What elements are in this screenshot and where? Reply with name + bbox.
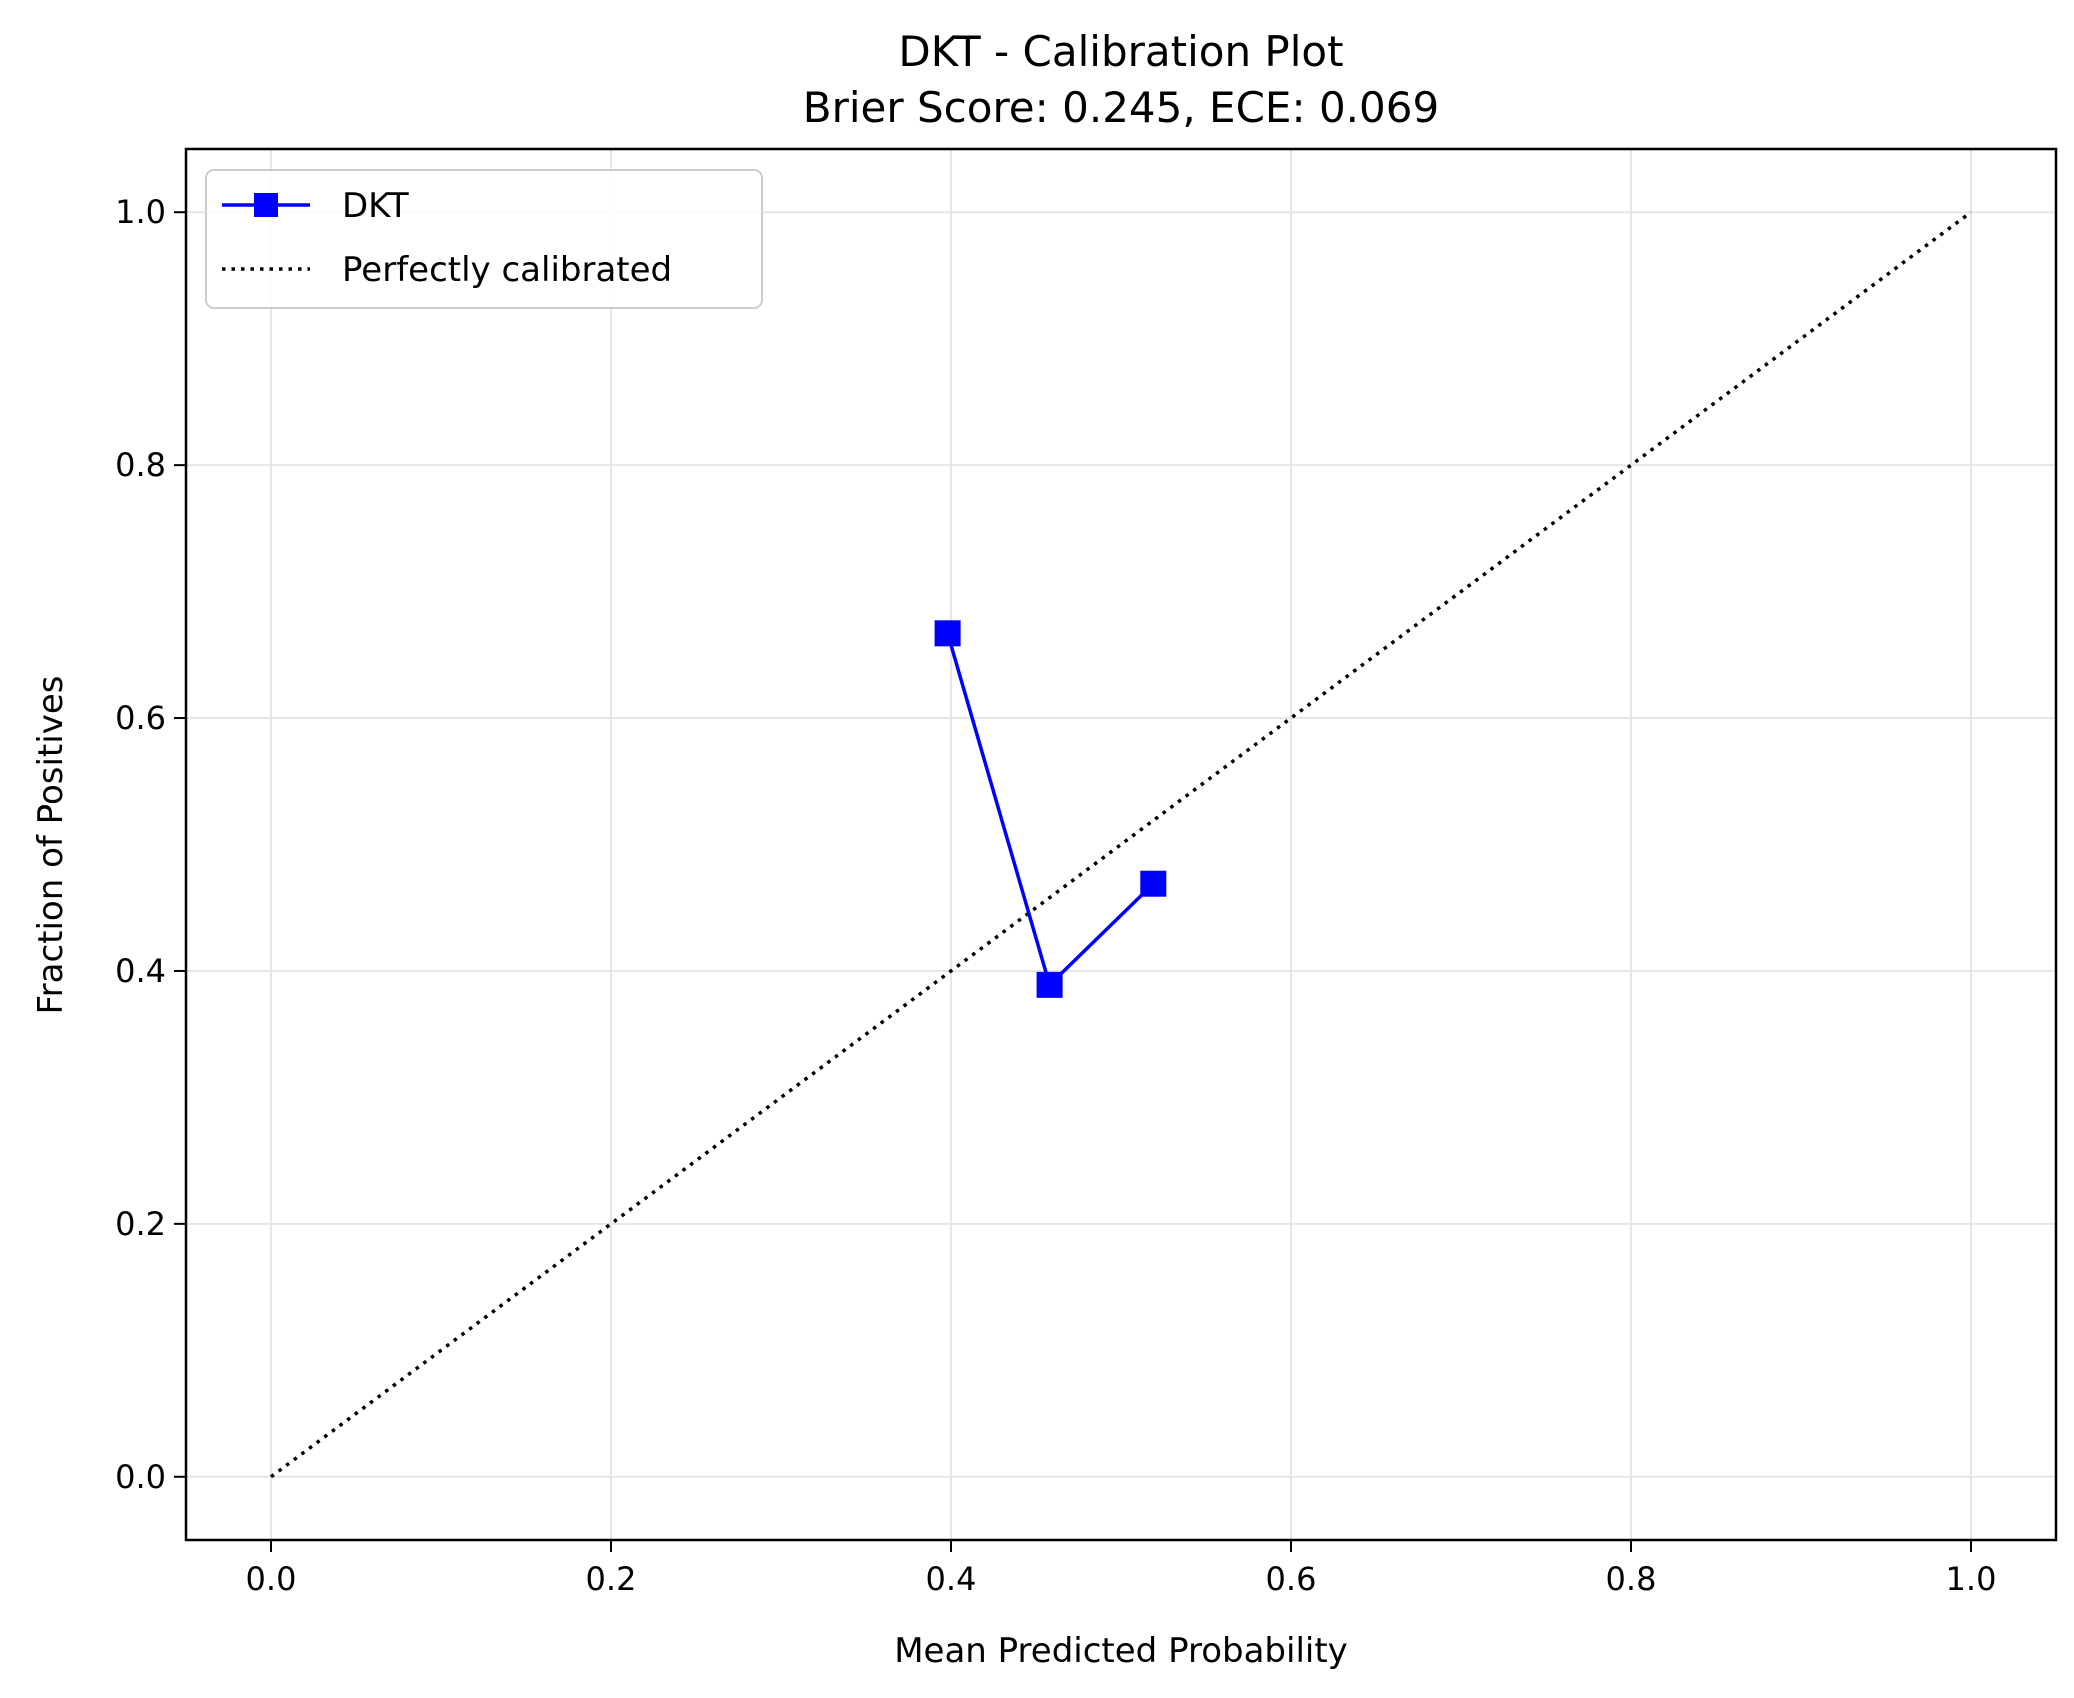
chart-subtitle: Brier Score: 0.245, ECE: 0.069 <box>803 83 1439 132</box>
legend-box <box>205 169 763 309</box>
x-axis-label: Mean Predicted Probability <box>894 1631 1348 1671</box>
dkt-point <box>1140 870 1167 897</box>
y-tick-label: 0.2 <box>115 1205 166 1243</box>
x-tick-label: 0.4 <box>926 1560 977 1598</box>
legend-dkt-marker <box>254 193 278 217</box>
dkt-point <box>1036 971 1063 998</box>
dkt-point <box>934 620 961 647</box>
x-tick-label: 1.0 <box>1946 1560 1997 1598</box>
x-axis-ticks: 0.0 0.2 0.4 0.6 0.8 1.0 <box>246 1540 1997 1598</box>
y-tick-label: 0.0 <box>115 1458 166 1496</box>
x-tick-label: 0.6 <box>1266 1560 1317 1598</box>
x-tick-label: 0.0 <box>246 1560 297 1598</box>
legend-dkt-label: DKT <box>342 186 409 226</box>
y-tick-label: 0.8 <box>115 446 166 484</box>
legend-diagonal-label: Perfectly calibrated <box>342 250 672 290</box>
x-tick-label: 0.2 <box>586 1560 637 1598</box>
plot-frame <box>184 147 2058 1542</box>
dkt-series <box>934 620 1167 998</box>
grid-lines <box>186 149 2056 1540</box>
x-tick-label: 0.8 <box>1606 1560 1657 1598</box>
chart-title: DKT - Calibration Plot <box>898 27 1343 76</box>
y-tick-label: 1.0 <box>115 193 166 231</box>
y-tick-label: 0.4 <box>115 952 166 990</box>
y-axis-label: Fraction of Positives <box>31 676 71 1015</box>
diagonal-line <box>269 210 1973 1479</box>
y-axis-ticks: 0.0 0.2 0.4 0.6 0.8 1.0 <box>115 193 186 1496</box>
perfect-calibration-line <box>269 210 1973 1479</box>
legend: DKT Perfectly calibrated <box>205 169 763 309</box>
y-tick-label: 0.6 <box>115 699 166 737</box>
